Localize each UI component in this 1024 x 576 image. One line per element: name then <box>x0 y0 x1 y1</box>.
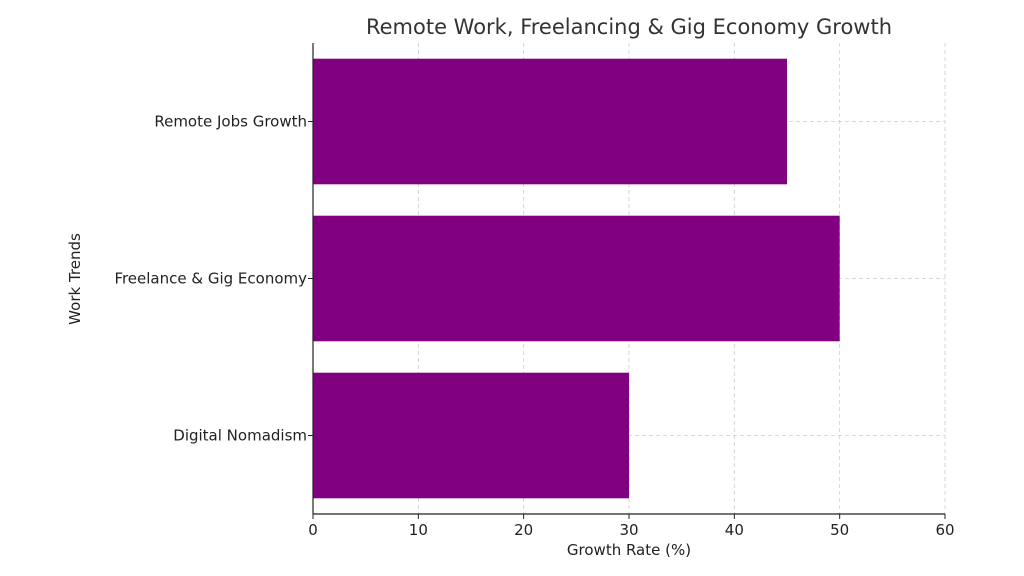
bar-digital-nomadism <box>313 372 629 499</box>
y-tick-label: Digital Nomadism <box>173 427 307 445</box>
x-axis-label: Growth Rate (%) <box>567 541 691 559</box>
y-axis-label: Work Trends <box>66 233 84 325</box>
y-tick-label: Remote Jobs Growth <box>154 113 307 131</box>
x-tick-label: 40 <box>725 521 744 539</box>
bar-freelance-gig-economy <box>313 215 840 342</box>
chart-title: Remote Work, Freelancing & Gig Economy G… <box>366 15 892 39</box>
x-tick-label: 10 <box>409 521 428 539</box>
y-tick-label: Freelance & Gig Economy <box>114 270 307 288</box>
x-tick-label: 50 <box>830 521 849 539</box>
bar-remote-jobs-growth <box>313 58 787 185</box>
x-tick-label: 20 <box>514 521 533 539</box>
x-axis-ticks: 0 10 20 30 40 50 60 <box>308 514 955 539</box>
x-tick-label: 0 <box>308 521 318 539</box>
y-axis-ticks: Remote Jobs Growth Freelance & Gig Econom… <box>114 113 313 445</box>
x-tick-label: 60 <box>935 521 954 539</box>
bars <box>313 58 840 499</box>
x-tick-label: 30 <box>619 521 638 539</box>
